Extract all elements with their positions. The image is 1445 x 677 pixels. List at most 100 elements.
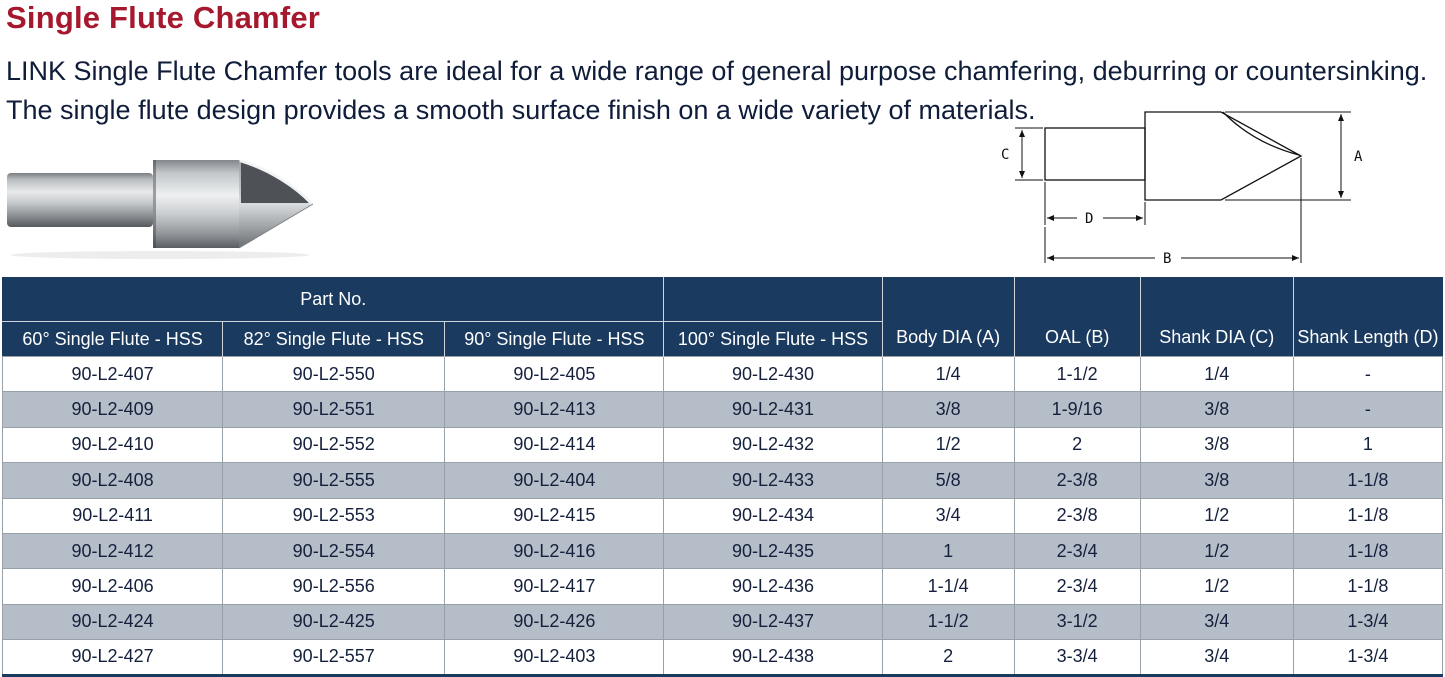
table-cell: 90-L2-404	[444, 462, 665, 499]
table-cell: 3-1/2	[1013, 603, 1141, 641]
diagram-label-b: B	[1163, 251, 1171, 267]
table-cell: 3/8	[881, 391, 1015, 428]
table-cell: 90-L2-553	[222, 497, 446, 534]
table-cell: 90-L2-408	[1, 462, 224, 499]
table-cell: 5/8	[881, 462, 1015, 499]
spec-table-body: 90-L2-407 90-L2-550 90-L2-405 90-L2-430 1/4 1…	[1, 355, 1444, 676]
table-row: 90-L2-409 90-L2-551 90-L2-413 90-L2-431 3/8 1…	[1, 391, 1444, 428]
table-cell: 1	[1292, 426, 1444, 464]
chamfer-tool-photo	[7, 159, 314, 259]
table-cell: 1/2	[881, 426, 1015, 464]
table-cell: 90-L2-405	[444, 355, 665, 393]
table-cell: 90-L2-556	[222, 568, 446, 605]
table-cell: 90-L2-430	[663, 355, 883, 393]
table-cell: 3/8	[1139, 426, 1294, 464]
table-cell: 90-L2-410	[1, 426, 224, 464]
group-header-spacer	[663, 277, 883, 322]
table-cell: 90-L2-554	[222, 532, 446, 570]
table-cell: 90-L2-413	[444, 391, 665, 428]
table-row: 90-L2-407 90-L2-550 90-L2-405 90-L2-430 1/4 1…	[1, 355, 1444, 393]
table-cell: 3/4	[1139, 603, 1294, 641]
table-cell: -	[1292, 391, 1444, 428]
table-row: 90-L2-410 90-L2-552 90-L2-414 90-L2-432 1/2 2…	[1, 426, 1444, 464]
table-row: 90-L2-406 90-L2-556 90-L2-417 90-L2-436 1-1/…	[1, 568, 1444, 605]
table-cell: 3-3/4	[1013, 639, 1141, 676]
table-cell: 90-L2-557	[222, 639, 446, 676]
table-cell: 90-L2-435	[663, 532, 883, 570]
table-cell: 90-L2-431	[663, 391, 883, 428]
table-cell: 2-3/8	[1013, 462, 1141, 499]
dimension-diagram: C A D B	[1001, 111, 1363, 267]
table-cell: 1-1/8	[1292, 532, 1444, 570]
table-cell: 90-L2-416	[444, 532, 665, 570]
table-cell: 1/4	[881, 355, 1015, 393]
col-header-100-single-flute: 100° Single Flute - HSS	[663, 321, 883, 357]
table-cell: 90-L2-403	[444, 639, 665, 676]
diagram-body-outline	[1144, 111, 1303, 201]
diagram-label-c: C	[1001, 147, 1009, 163]
col-header-82-single-flute: 82° Single Flute - HSS	[222, 321, 445, 357]
spec-table: Part No. Body DIA (A) OAL (B) Shank DIA …	[1, 277, 1444, 677]
table-cell: 90-L2-407	[1, 355, 224, 393]
col-header-90-single-flute: 90° Single Flute - HSS	[444, 321, 664, 357]
table-cell: 90-L2-432	[663, 426, 883, 464]
table-cell: 1/2	[1139, 497, 1294, 534]
table-group-header-row: Part No. Body DIA (A) OAL (B) Shank DIA …	[2, 277, 1443, 357]
table-cell: 90-L2-411	[1, 497, 224, 534]
col-header-shank-dia: Shank DIA (C)	[1139, 277, 1294, 357]
table-cell: 1-1/2	[1013, 355, 1141, 393]
col-header-body-dia: Body DIA (A)	[881, 277, 1015, 357]
table-column-header-row: 60° Single Flute - HSS 82° Single Flute …	[2, 321, 1443, 357]
table-cell: 90-L2-551	[222, 391, 446, 428]
table-cell: 90-L2-406	[1, 568, 224, 605]
table-cell: 1-9/16	[1013, 391, 1141, 428]
diagram-label-a: A	[1354, 149, 1363, 165]
spec-table-head: Part No. Body DIA (A) OAL (B) Shank DIA …	[2, 277, 1443, 357]
table-cell: 3/4	[881, 497, 1015, 534]
table-row: 90-L2-411 90-L2-553 90-L2-415 90-L2-434 3/4 2…	[1, 497, 1444, 534]
table-cell: 2	[881, 639, 1015, 676]
table-cell: 1-1/8	[1292, 462, 1444, 499]
table-row: 90-L2-427 90-L2-557 90-L2-403 90-L2-438 2 3-3…	[1, 639, 1444, 676]
table-cell: 1/4	[1139, 355, 1294, 393]
table-cell: 90-L2-415	[444, 497, 665, 534]
part-no-group-header: Part No.	[2, 277, 664, 322]
col-header-60-single-flute: 60° Single Flute - HSS	[2, 321, 223, 357]
table-cell: 2-3/4	[1013, 532, 1141, 570]
table-cell: 90-L2-437	[663, 603, 883, 641]
table-cell: 2-3/8	[1013, 497, 1141, 534]
table-cell: 1-3/4	[1292, 603, 1444, 641]
table-cell: 1-1/8	[1292, 497, 1444, 534]
page-title: Single Flute Chamfer	[6, 0, 321, 35]
table-cell: 2	[1013, 426, 1141, 464]
table-cell: 1/2	[1139, 532, 1294, 570]
table-cell: 90-L2-555	[222, 462, 446, 499]
diagram-flute-curve	[1222, 111, 1300, 156]
table-cell: 1-1/2	[881, 603, 1015, 641]
col-header-shank-length: Shank Length (D)	[1292, 277, 1443, 357]
table-cell: 90-L2-409	[1, 391, 224, 428]
table-row: 90-L2-424 90-L2-425 90-L2-426 90-L2-437 1-1/…	[1, 603, 1444, 641]
table-cell: 3/4	[1139, 639, 1294, 676]
table-cell: 3/8	[1139, 391, 1294, 428]
table-cell: 90-L2-414	[444, 426, 665, 464]
table-cell: 90-L2-433	[663, 462, 883, 499]
product-description: LINK Single Flute Chamfer tools are idea…	[6, 56, 1428, 125]
table-row: 90-L2-412 90-L2-554 90-L2-416 90-L2-435 1 2-3…	[1, 532, 1444, 570]
table-cell: -	[1292, 355, 1444, 393]
diagram-shank-outline	[1044, 127, 1146, 181]
table-cell: 2-3/4	[1013, 568, 1141, 605]
table-cell: 90-L2-552	[222, 426, 446, 464]
table-cell: 1	[881, 532, 1015, 570]
table-row: 90-L2-408 90-L2-555 90-L2-404 90-L2-433 5/8 2…	[1, 462, 1444, 499]
table-cell: 1-3/4	[1292, 639, 1444, 676]
table-cell: 90-L2-550	[222, 355, 446, 393]
table-cell: 90-L2-436	[663, 568, 883, 605]
table-cell: 90-L2-427	[1, 639, 224, 676]
table-cell: 90-L2-417	[444, 568, 665, 605]
table-cell: 90-L2-438	[663, 639, 883, 676]
diagram-label-d: D	[1085, 211, 1093, 227]
table-cell: 1-1/8	[1292, 568, 1444, 605]
table-cell: 90-L2-426	[444, 603, 665, 641]
table-cell: 90-L2-425	[222, 603, 446, 641]
